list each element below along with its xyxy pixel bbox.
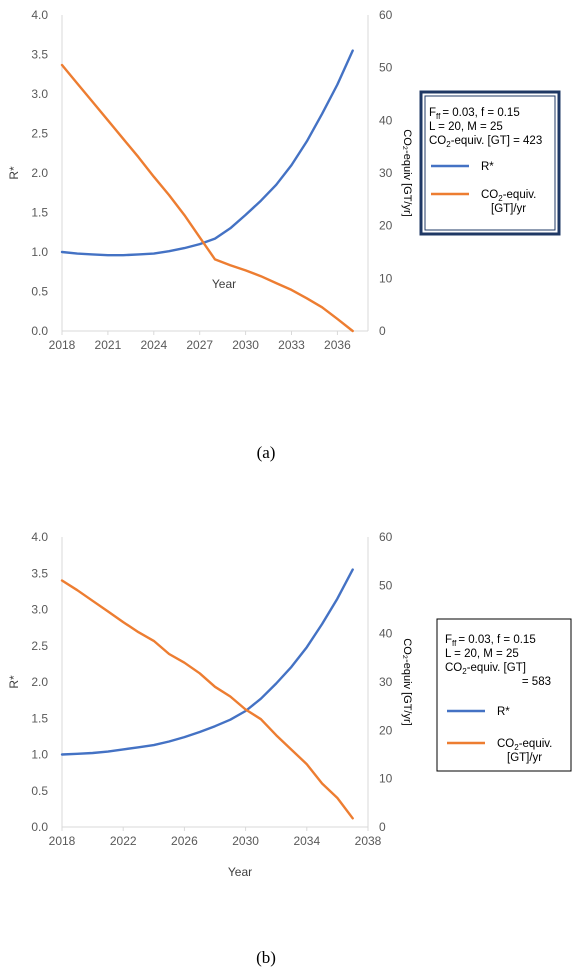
- y-tick-label: 4.0: [31, 530, 48, 544]
- y-tick-label: 0.5: [31, 285, 48, 299]
- x-tick-label: 2030: [232, 834, 259, 848]
- legend-label-co2: CO2-equiv.: [481, 189, 536, 203]
- legend-params-line-2: L = 20, M = 25: [429, 121, 503, 133]
- legend: Fff = 0.03, f = 0.15L = 20, M = 25 CO2-equ…: [436, 618, 572, 772]
- y-tick-label: 1.0: [31, 748, 48, 762]
- y-axis-title: R*: [7, 166, 21, 180]
- y-tick-label: 2.0: [31, 166, 48, 180]
- legend-params-line-1: Fff = 0.03, f = 0.15: [429, 107, 520, 121]
- y-tick-label: 3.0: [31, 603, 48, 617]
- legend: Fff = 0.03, f = 0.15L = 20, M = 25 CO2-equ…: [419, 90, 561, 236]
- y2-tick-label: 60: [379, 8, 393, 22]
- y-tick-label: 0.0: [31, 324, 48, 338]
- y-axis-title: R*: [7, 675, 21, 689]
- legend-params-line-4: = 583: [522, 676, 551, 688]
- legend-label-r-star: R*: [497, 706, 510, 718]
- y-tick-label: 1.0: [31, 245, 48, 259]
- y2-tick-label: 50: [379, 578, 393, 592]
- figure-caption: (a): [257, 443, 276, 462]
- series-r-star-line: [60, 49, 354, 257]
- y2-tick-label: 10: [379, 772, 393, 786]
- x-tick-label: 2034: [293, 834, 320, 848]
- y2-tick-label: 50: [379, 61, 393, 75]
- legend-params-line-3: CO2-equiv. [GT]: [445, 662, 526, 676]
- x-tick-label: 2018: [49, 834, 76, 848]
- series-co2-line: [60, 63, 354, 333]
- y-tick-label: 3.5: [31, 566, 48, 580]
- figure-caption: (b): [256, 948, 276, 967]
- chart-a: 0.00.51.01.52.02.53.03.54.00102030405060…: [7, 8, 561, 462]
- legend-frame: [419, 90, 561, 236]
- chart-b: 0.00.51.01.52.02.53.03.54.00102030405060…: [7, 530, 572, 967]
- y2-axis-title: CO₂-equiv [GT/yr]: [401, 129, 413, 216]
- legend-params-line-1: Fff = 0.03, f = 0.15: [445, 634, 536, 648]
- y-tick-label: 2.0: [31, 675, 48, 689]
- x-tick-label: 2030: [232, 338, 259, 352]
- y2-tick-label: 20: [379, 723, 393, 737]
- x-tick-label: 2038: [355, 834, 382, 848]
- x-axis-title: Year: [228, 865, 252, 879]
- legend-params-line-3: CO2-equiv. [GT] = 423: [429, 135, 542, 149]
- y-tick-label: 3.5: [31, 48, 48, 62]
- y-tick-label: 0.5: [31, 784, 48, 798]
- x-tick-label: 2033: [278, 338, 305, 352]
- x-tick-label: 2021: [95, 338, 122, 352]
- x-tick-label: 2024: [140, 338, 167, 352]
- y-tick-label: 4.0: [31, 8, 48, 22]
- y2-tick-label: 10: [379, 271, 393, 285]
- y2-tick-label: 0: [379, 820, 386, 834]
- x-axis-title: Year: [212, 277, 236, 291]
- x-tick-label: 2018: [49, 338, 76, 352]
- y-tick-label: 1.5: [31, 711, 48, 725]
- legend-params-line-2: L = 20, M = 25: [445, 648, 519, 660]
- y2-tick-label: 40: [379, 627, 393, 641]
- x-tick-label: 2022: [110, 834, 137, 848]
- series-co2-line: [60, 579, 354, 820]
- y2-axis-title: CO₂-equiv [GT/yr]: [401, 638, 413, 725]
- legend-frame: [436, 618, 572, 772]
- y-tick-label: 0.0: [31, 820, 48, 834]
- y-tick-label: 2.5: [31, 639, 48, 653]
- legend-inner-frame: [424, 95, 556, 231]
- x-tick-label: 2036: [324, 338, 351, 352]
- y-tick-label: 2.5: [31, 127, 48, 141]
- x-tick-label: 2026: [171, 834, 198, 848]
- y2-tick-label: 40: [379, 113, 393, 127]
- legend-label-co2-unit: [GT]/yr: [491, 203, 526, 215]
- legend-label-co2: CO2-equiv.: [497, 738, 552, 752]
- y2-tick-label: 20: [379, 219, 393, 233]
- y-tick-label: 3.0: [31, 87, 48, 101]
- y2-tick-label: 30: [379, 166, 393, 180]
- legend-label-co2-unit: [GT]/yr: [507, 752, 542, 764]
- y-tick-label: 1.5: [31, 206, 48, 220]
- legend-label-r-star: R*: [481, 161, 494, 173]
- series-r-star-line: [60, 568, 354, 756]
- y2-tick-label: 30: [379, 675, 393, 689]
- y2-tick-label: 0: [379, 324, 386, 338]
- x-tick-label: 2027: [186, 338, 213, 352]
- y2-tick-label: 60: [379, 530, 393, 544]
